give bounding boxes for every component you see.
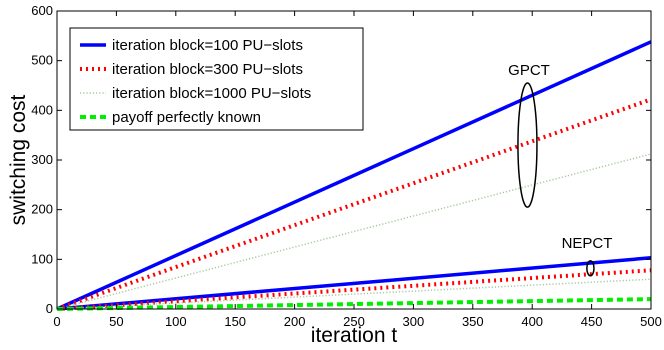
x-tick-label: 150 bbox=[224, 314, 246, 329]
x-tick-label: 500 bbox=[640, 314, 662, 329]
annotation-ellipse-0 bbox=[517, 82, 538, 208]
x-tick-label: 400 bbox=[521, 314, 543, 329]
y-tick-label: 0 bbox=[46, 301, 53, 316]
legend-box bbox=[69, 27, 364, 131]
axis-ticks: 0 50 100 150 200 250 300 350 400 450 500 0 100 200 300… bbox=[31, 3, 662, 329]
legend-label-0: iteration block=100 PU−slots bbox=[112, 37, 303, 54]
y-tick-label: 600 bbox=[31, 3, 53, 18]
x-tick-label: 300 bbox=[403, 314, 425, 329]
x-axis-title: iteration t bbox=[311, 324, 398, 347]
y-tick-label: 500 bbox=[31, 53, 53, 68]
legend-label-3: payoff perfectly known bbox=[112, 109, 261, 126]
series-line-4 bbox=[56, 268, 652, 311]
y-tick-label: 200 bbox=[31, 202, 53, 217]
annotations: GPCT NEPCT bbox=[508, 62, 613, 277]
x-tick-label: 50 bbox=[109, 314, 123, 329]
series-line-3 bbox=[56, 256, 652, 311]
legend-label-2: iteration block=1000 PU−slots bbox=[112, 85, 311, 102]
y-tick-label: 100 bbox=[31, 251, 53, 266]
annotation-label-1: NEPCT bbox=[562, 235, 613, 252]
x-tick-label: 250 bbox=[343, 314, 365, 329]
annotation-ellipse-1 bbox=[586, 260, 595, 277]
y-tick-label: 400 bbox=[31, 102, 53, 117]
x-tick-label: 200 bbox=[284, 314, 306, 329]
x-tick-label: 350 bbox=[462, 314, 484, 329]
series-line-0 bbox=[56, 40, 652, 311]
y-tick-label: 300 bbox=[31, 152, 53, 167]
series-line-6 bbox=[56, 297, 652, 311]
y-axis-title: switching cost bbox=[7, 94, 30, 225]
plot-lines bbox=[56, 40, 652, 311]
x-tick-label: 100 bbox=[165, 314, 187, 329]
x-tick-label: 450 bbox=[581, 314, 603, 329]
x-tick-label: 0 bbox=[53, 314, 60, 329]
annotation-label-0: GPCT bbox=[508, 62, 550, 79]
legend-label-1: iteration block=300 PU−slots bbox=[112, 61, 303, 78]
legend: iteration block=100 PU−slots iteration bl… bbox=[69, 27, 364, 131]
